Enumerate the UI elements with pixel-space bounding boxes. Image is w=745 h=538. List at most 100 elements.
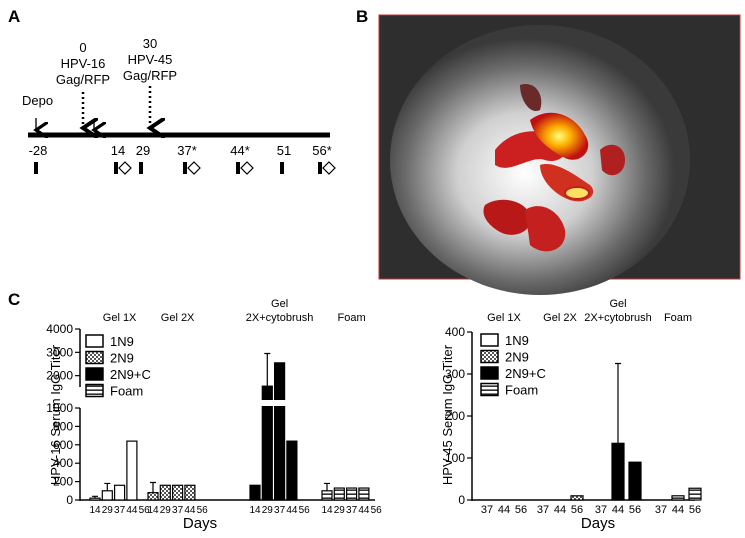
event-virus: HPV-45 [128, 52, 173, 67]
bar [570, 495, 584, 501]
event-construct: Gag/RFP [56, 72, 110, 87]
legend-label: 2N9+C [505, 366, 546, 381]
x-tick-label: 44 [612, 504, 624, 516]
legend-label: 2N9 [110, 351, 134, 366]
sample-diamond [187, 161, 201, 175]
x-tick-label: 14 [321, 505, 333, 516]
y-axis-label: HPV-45 Serum IgG Titer [440, 344, 455, 485]
bar [333, 487, 345, 501]
x-tick-label: 44 [358, 505, 370, 516]
group-label: Gel 2X [543, 312, 577, 324]
bar [611, 442, 625, 501]
legend-swatch [85, 334, 104, 348]
legend-swatch [480, 382, 499, 397]
group-label: Gel [271, 298, 288, 310]
group-label: 2X+cytobrush [584, 312, 652, 324]
sample-bar [114, 162, 118, 174]
axis-break [82, 400, 375, 406]
error-bar [104, 482, 111, 491]
bar [147, 492, 159, 501]
bar [249, 484, 261, 501]
timeline-day: 56* [312, 143, 332, 158]
bar [159, 484, 171, 501]
error-bar [324, 482, 330, 491]
group-label: Gel [609, 298, 626, 310]
signal [600, 144, 625, 176]
x-tick-label: 56 [197, 505, 209, 516]
group-label: Gel 1X [487, 312, 521, 324]
sample-diamond [322, 161, 336, 175]
legend-swatch [480, 366, 499, 380]
signal [525, 206, 566, 252]
x-tick-label: 37 [172, 505, 184, 516]
group-label: Gel 2X [161, 312, 195, 324]
bar [126, 440, 138, 501]
x-tick-label: 44 [286, 505, 298, 516]
bar [89, 497, 101, 501]
sample-bar [280, 162, 284, 174]
bar [628, 461, 642, 501]
event-day: 0 [79, 40, 86, 55]
sample-bar [183, 162, 187, 174]
bar [346, 487, 358, 501]
y-tick-label: 2000 [46, 369, 73, 383]
x-tick-label: 56 [689, 504, 701, 516]
y-tick-label: 4000 [46, 322, 73, 336]
y-axis-label: HPV-16 Serum IgG Titer [48, 344, 63, 485]
group-label: 2X+cytobrush [246, 312, 314, 324]
x-tick-label: 56 [371, 505, 383, 516]
x-tick-label: 29 [102, 505, 114, 516]
y-tick-label: 1000 [46, 401, 73, 415]
sample-diamond [118, 161, 132, 175]
group-label: Gel 1X [103, 312, 137, 324]
event-virus: HPV-16 [61, 56, 106, 71]
x-tick-label: 14 [89, 505, 101, 516]
x-tick-label: 44 [498, 504, 510, 516]
x-tick-label: 37 [346, 505, 358, 516]
error-bar [150, 481, 156, 493]
signal [530, 112, 589, 160]
legend-label: 2N9+C [110, 367, 151, 382]
bar [101, 490, 113, 501]
fluorescence-image [378, 14, 741, 295]
bar [274, 362, 286, 501]
legend-swatch [480, 349, 499, 364]
x-tick-label: 29 [160, 505, 172, 516]
x-tick-label: 44 [184, 505, 196, 516]
legend-label: 2N9 [505, 350, 529, 365]
x-tick-label: 44 [672, 504, 684, 516]
y-tick-label: 3000 [46, 345, 73, 359]
legend-label: Foam [505, 383, 538, 398]
signal [520, 84, 542, 111]
timeline-day: 14 [111, 143, 125, 158]
y-tick-label: 100 [445, 451, 465, 465]
x-tick-label: 37 [481, 504, 493, 516]
sample-bar [34, 162, 38, 174]
bar [671, 495, 685, 501]
timeline-day: 44* [230, 143, 250, 158]
sample-bar [318, 162, 322, 174]
x-tick-label: 56 [571, 504, 583, 516]
x-tick-label: 44 [126, 505, 138, 516]
y-tick-label: 600 [53, 438, 73, 452]
panel-label: B [356, 7, 368, 26]
x-axis-label: Days [581, 515, 615, 532]
x-tick-label: 14 [249, 505, 261, 516]
x-tick-label: 29 [334, 505, 346, 516]
event-day: 30 [143, 36, 157, 51]
x-tick-label: 44 [554, 504, 566, 516]
legend-swatch [85, 350, 104, 365]
legend-label: 1N9 [110, 334, 134, 349]
y-tick-label: 400 [53, 456, 73, 470]
bar [113, 484, 126, 501]
tissue-glow [390, 25, 690, 295]
x-tick-label: 14 [147, 505, 159, 516]
x-tick-label: 37 [655, 504, 667, 516]
signal [564, 186, 590, 200]
panel-label: C [8, 290, 20, 309]
timeline-day: -28 [29, 143, 48, 158]
bar [172, 484, 184, 501]
legend-label: Foam [110, 384, 143, 399]
